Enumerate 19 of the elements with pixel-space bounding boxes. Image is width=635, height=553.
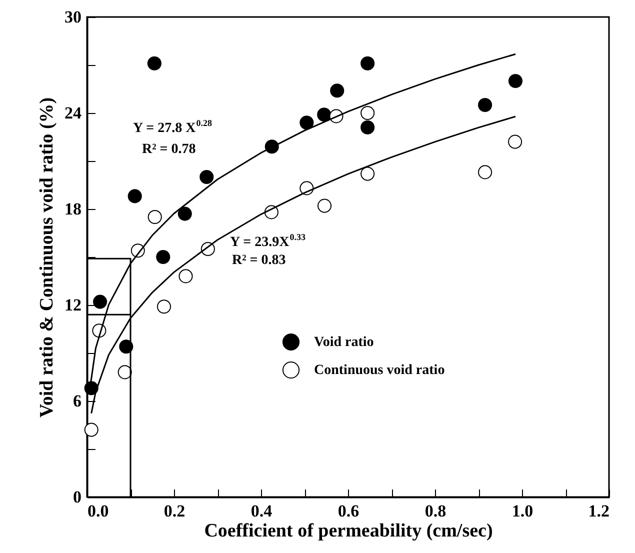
x-tick-label: 0.2 — [164, 502, 186, 520]
y-tick-label: 6 — [73, 392, 82, 410]
y-tick-label: 12 — [64, 296, 82, 314]
x-tick-label: 0.8 — [424, 502, 446, 520]
y-tick-label: 24 — [64, 104, 82, 122]
x-tick-label: 0.6 — [338, 502, 360, 520]
x-tick-label: 0.4 — [250, 502, 273, 520]
legend-label: Void ratio — [314, 335, 374, 350]
y-tick-label: 30 — [64, 8, 82, 26]
x-tick-label: 1.0 — [512, 502, 534, 520]
x-tick-label: 1.2 — [588, 502, 610, 520]
y-tick-label: 18 — [64, 200, 82, 218]
x-tick-label: 0.0 — [88, 502, 109, 520]
y-axis-title: Void ratio & Continuous void ratio (%) — [36, 97, 58, 418]
x-axis-title: Coefficient of permeability (cm/sec) — [204, 520, 493, 542]
legend-label: Continuous void ratio — [314, 363, 445, 378]
y-tick-label: 0 — [73, 488, 82, 506]
annotation: R² = 0.83 — [232, 253, 286, 268]
annotation: R² = 0.78 — [142, 142, 196, 157]
